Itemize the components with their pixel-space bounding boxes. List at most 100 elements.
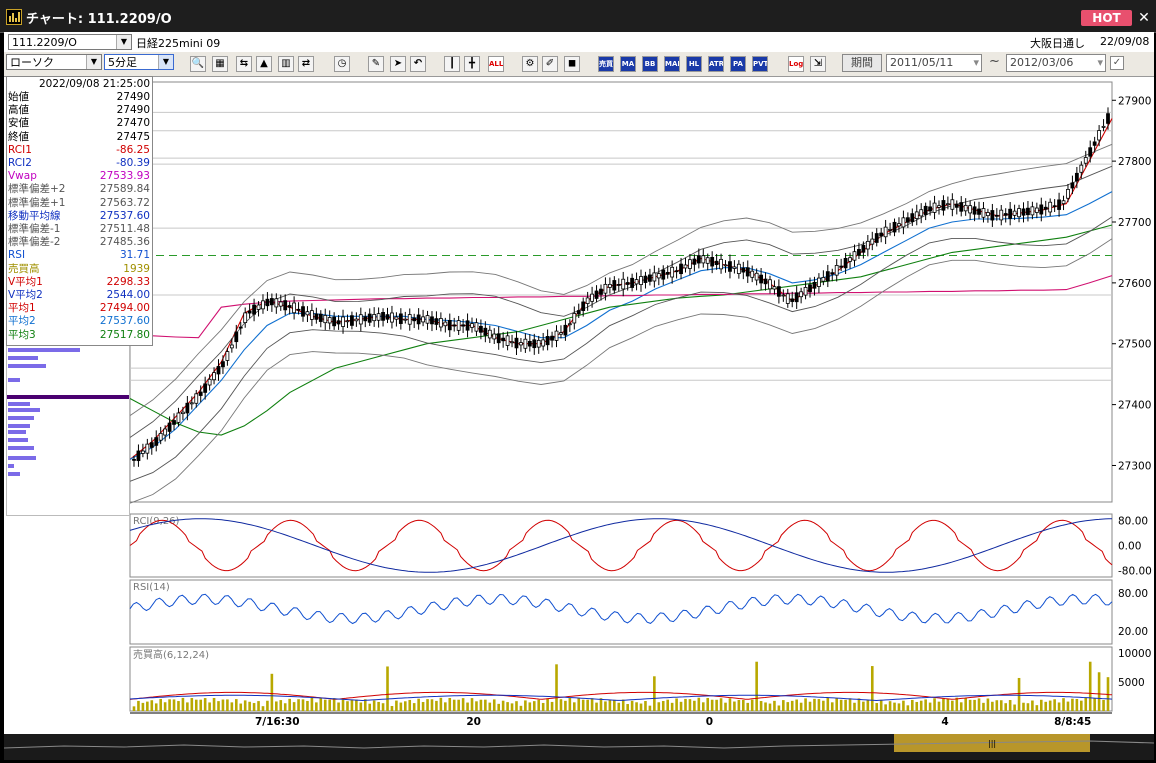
- candle-body: [212, 372, 216, 381]
- info-label: 標準偏差+1: [8, 196, 66, 209]
- volume-bar: [737, 699, 741, 711]
- candle-body: [296, 308, 301, 311]
- candle-body: [674, 270, 679, 273]
- symbol-select[interactable]: 111.2209/O ▼: [8, 34, 132, 50]
- candle-body: [1043, 206, 1048, 210]
- volume-bar: [822, 700, 825, 711]
- hl-icon[interactable]: HL: [686, 56, 702, 72]
- volume-bar: [475, 701, 478, 711]
- info-row: 終値 27475: [7, 131, 152, 144]
- undo-icon[interactable]: ↶: [410, 56, 426, 72]
- time-scrollbar[interactable]: |||: [3, 734, 1155, 760]
- candle-body: [261, 300, 265, 310]
- chart-icon[interactable]: ▲: [256, 56, 272, 72]
- chart-type-select[interactable]: ローソク ▼: [6, 54, 102, 70]
- hot-button[interactable]: HOT: [1081, 10, 1132, 26]
- volume-bar: [586, 699, 589, 711]
- candle-body: [719, 258, 723, 270]
- log-icon[interactable]: Log: [788, 56, 804, 72]
- candle-body: [376, 313, 381, 321]
- volume-bar: [782, 700, 785, 711]
- volume-bar: [1080, 700, 1083, 711]
- candle-body: [928, 206, 933, 212]
- layout-icon[interactable]: ▦: [212, 56, 228, 72]
- calendar-icon[interactable]: ▾: [1097, 56, 1103, 69]
- gear-icon[interactable]: ⚙: [522, 56, 538, 72]
- candle-body: [710, 257, 715, 267]
- volume-bar: [444, 702, 447, 711]
- volume-bar: [893, 702, 896, 711]
- zoom-icon[interactable]: 🔍: [190, 56, 206, 72]
- chevron-down-icon[interactable]: ▼: [116, 35, 131, 49]
- cursor-icon[interactable]: ➤: [390, 56, 406, 72]
- info-timestamp: 2022/09/08 21:25:00: [38, 78, 150, 90]
- volume-bar: [1008, 700, 1012, 711]
- date-to-field[interactable]: 2012/03/06 ▾: [1006, 54, 1106, 72]
- volume-bar: [154, 703, 158, 711]
- volume-bar: [457, 699, 460, 711]
- volume-bar: [746, 702, 750, 711]
- volume-bar: [773, 700, 776, 711]
- ohlc-info-panel: 2022/09/08 21:25:00 始値 27490 高値 27490 安値 2747…: [6, 76, 153, 346]
- volume-bar: [1084, 697, 1088, 711]
- bar-chart-icon[interactable]: ▥: [278, 56, 294, 72]
- candle-body: [519, 342, 523, 346]
- symbol-code: 111.2209/O: [12, 36, 77, 49]
- volume-bar: [759, 701, 763, 711]
- para-icon[interactable]: PA RA: [730, 56, 746, 72]
- ma-icon[interactable]: MA: [620, 56, 636, 72]
- shuffle-icon[interactable]: ⇄: [298, 56, 314, 72]
- volume-bar: [163, 702, 167, 711]
- chevron-down-icon[interactable]: ▼: [86, 55, 101, 69]
- candle-body: [910, 213, 915, 222]
- volume-tick-label: 10000: [1118, 648, 1151, 660]
- candle-body: [888, 229, 892, 231]
- all-icon[interactable]: ALL: [488, 56, 504, 72]
- vol-icon[interactable]: 売買: [598, 56, 614, 72]
- volume-bar: [1044, 701, 1048, 711]
- info-row: 標準偏差+2 27589.84: [7, 183, 152, 196]
- candle-body: [954, 203, 959, 208]
- candle2-icon[interactable]: ╋: [464, 56, 480, 72]
- candle-icon[interactable]: ┃: [444, 56, 460, 72]
- close-icon[interactable]: ✕: [1138, 10, 1150, 26]
- volume-bar: [719, 698, 723, 711]
- clock-icon[interactable]: ◷: [334, 56, 350, 72]
- info-label: V平均1: [8, 275, 43, 288]
- apply-checkbox[interactable]: ✓: [1110, 56, 1124, 70]
- candle-body: [465, 320, 470, 331]
- volume-bar: [524, 700, 527, 711]
- date-to-value: 2012/03/06: [1010, 56, 1074, 69]
- candle-body: [238, 326, 243, 329]
- interval-select[interactable]: 5分足 ▼: [104, 54, 174, 70]
- volume-bar: [581, 699, 585, 711]
- calendar-icon[interactable]: ▾: [973, 56, 979, 69]
- candle-body: [945, 203, 950, 206]
- volume-bar: [194, 699, 198, 711]
- atr-icon[interactable]: ATR: [708, 56, 724, 72]
- candle-body: [581, 301, 586, 311]
- chevron-down-icon[interactable]: ▼: [158, 55, 173, 69]
- price-tick-label: 27600: [1118, 278, 1151, 290]
- pvt-icon[interactable]: PVT: [752, 56, 768, 72]
- candle-body: [287, 305, 292, 308]
- candle-body: [585, 297, 590, 304]
- date-from-field[interactable]: 2011/05/11 ▾: [886, 54, 982, 72]
- mae-icon[interactable]: MAE: [664, 56, 680, 72]
- compare-icon[interactable]: ⇆: [236, 56, 252, 72]
- volume-profile: [6, 346, 130, 516]
- info-row: RSI 31.71: [7, 249, 152, 262]
- candle-body: [1101, 125, 1106, 128]
- candle-body: [999, 209, 1004, 221]
- bb-icon[interactable]: BB: [642, 56, 658, 72]
- brush-icon[interactable]: ✐: [542, 56, 558, 72]
- candle-body: [634, 279, 639, 285]
- palette-icon[interactable]: ◼: [564, 56, 580, 72]
- volume-bar: [866, 700, 870, 711]
- pencil-icon[interactable]: ✎: [368, 56, 384, 72]
- volume-bar: [688, 699, 692, 711]
- period-button[interactable]: 期間: [842, 54, 882, 72]
- chart-area[interactable]: 27900 27800 27700 27600 27500 27400 27300 7/16:…: [4, 77, 1154, 741]
- info-row: 平均1 27494.00: [7, 302, 152, 315]
- export-icon[interactable]: ⇲: [810, 56, 826, 72]
